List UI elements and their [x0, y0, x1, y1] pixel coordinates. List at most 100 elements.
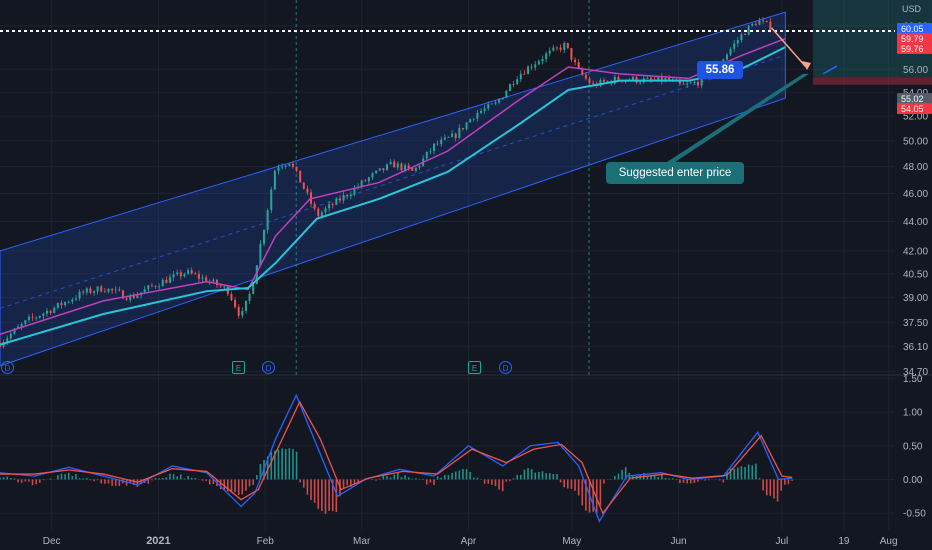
histogram-bar: [270, 451, 273, 480]
candle: [24, 320, 27, 324]
histogram-bar: [621, 469, 623, 480]
moving-average-ma_slow[interactable]: [0, 46, 786, 346]
candle: [129, 295, 132, 300]
histogram-bar: [657, 476, 660, 480]
dividend-marker[interactable]: D: [262, 361, 275, 374]
histogram-bar: [378, 478, 381, 480]
histogram-bar: [266, 456, 269, 480]
histogram-bar: [158, 478, 160, 480]
candle: [342, 194, 345, 201]
note-pointer: [667, 73, 809, 162]
candle: [38, 316, 41, 318]
suggested-enter-price-note[interactable]: Suggested enter price: [606, 162, 744, 184]
candle: [429, 151, 432, 152]
candle: [201, 277, 204, 279]
histogram-bar: [567, 479, 569, 489]
candle: [577, 62, 580, 69]
histogram-bar: [386, 475, 388, 480]
histogram-bar: [653, 474, 656, 480]
candle: [248, 293, 251, 301]
candle: [498, 99, 501, 103]
bubble-pointer: [822, 65, 838, 75]
histogram-bar: [234, 479, 236, 493]
histogram-bar: [541, 471, 544, 480]
signal-line[interactable]: [0, 400, 793, 515]
candle: [158, 286, 161, 288]
histogram-bar: [335, 479, 338, 512]
candle: [125, 298, 128, 300]
dividend-marker[interactable]: D: [1, 361, 14, 374]
histogram-bar: [747, 464, 750, 480]
histogram-bar: [577, 479, 580, 496]
histogram-bar: [686, 479, 688, 484]
histogram-bar: [740, 466, 743, 480]
earnings-marker[interactable]: E: [232, 361, 245, 374]
candle: [85, 288, 88, 293]
histogram-bar: [306, 479, 309, 495]
candle: [548, 50, 551, 54]
price-tag-label: 59.79: [901, 34, 924, 44]
histogram-bar: [223, 479, 226, 490]
y-tick-label: 52.00: [903, 112, 928, 123]
histogram-bar: [617, 473, 620, 480]
macd-line[interactable]: [0, 393, 793, 523]
candle: [244, 300, 247, 311]
histogram-bar: [212, 479, 215, 485]
candle: [27, 316, 30, 321]
histogram-bar: [172, 474, 175, 480]
histogram-bar: [679, 479, 681, 484]
candle: [118, 289, 121, 291]
candle: [740, 34, 743, 41]
candle: [346, 194, 349, 197]
earnings-marker[interactable]: E: [468, 361, 481, 374]
histogram-bar: [534, 472, 537, 480]
candle: [353, 187, 356, 195]
candle: [613, 76, 616, 84]
histogram-bar: [342, 479, 345, 488]
candle: [320, 212, 323, 216]
candle: [505, 91, 508, 98]
histogram-bar: [321, 479, 323, 512]
histogram-bar: [227, 479, 229, 492]
candle: [132, 295, 135, 299]
candle: [60, 302, 63, 306]
candle: [527, 66, 530, 75]
histogram-bar: [382, 475, 385, 480]
histogram-bar: [169, 473, 171, 480]
candle: [382, 168, 385, 171]
candle: [566, 42, 569, 49]
candle: [501, 97, 504, 100]
entry-price-bubble[interactable]: 55.86: [697, 61, 743, 79]
histogram-bar: [646, 476, 649, 480]
histogram-bar: [595, 479, 598, 514]
candle: [563, 42, 566, 50]
histogram-bar: [93, 479, 95, 482]
candle: [476, 112, 479, 119]
histogram-bar: [151, 479, 153, 481]
moving-average-ma_fast[interactable]: [0, 37, 786, 335]
candle: [483, 108, 486, 111]
histogram-bar: [556, 474, 558, 480]
price-tag: [897, 23, 932, 34]
candle: [331, 204, 334, 205]
histogram-bar: [140, 479, 142, 485]
dividend-marker[interactable]: D: [499, 361, 512, 374]
histogram-bar: [219, 479, 222, 490]
histogram-bar: [758, 478, 761, 480]
candle: [599, 79, 602, 87]
stop-zone[interactable]: [812, 77, 932, 85]
histogram-bar: [147, 479, 150, 484]
histogram-bar: [274, 450, 276, 480]
price-tag: [897, 103, 932, 114]
candle: [190, 270, 193, 274]
histogram-bar: [86, 478, 88, 480]
histogram-bar: [161, 477, 164, 480]
candle: [49, 310, 52, 313]
candle: [650, 77, 652, 80]
candle: [689, 82, 692, 84]
trend-channel[interactable]: [0, 11, 786, 367]
candle: [194, 273, 197, 275]
histogram-bar: [277, 449, 280, 480]
histogram-bar: [469, 471, 471, 480]
